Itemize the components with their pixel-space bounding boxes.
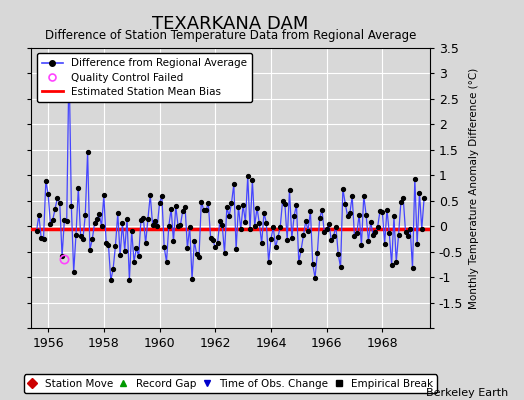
Text: Difference of Station Temperature Data from Regional Average: Difference of Station Temperature Data f… xyxy=(45,29,416,42)
Y-axis label: Monthly Temperature Anomaly Difference (°C): Monthly Temperature Anomaly Difference (… xyxy=(469,67,479,309)
Title: TEXARKANA DAM: TEXARKANA DAM xyxy=(152,14,309,32)
Text: Berkeley Earth: Berkeley Earth xyxy=(426,388,508,398)
Legend: Station Move, Record Gap, Time of Obs. Change, Empirical Break: Station Move, Record Gap, Time of Obs. C… xyxy=(24,374,438,393)
